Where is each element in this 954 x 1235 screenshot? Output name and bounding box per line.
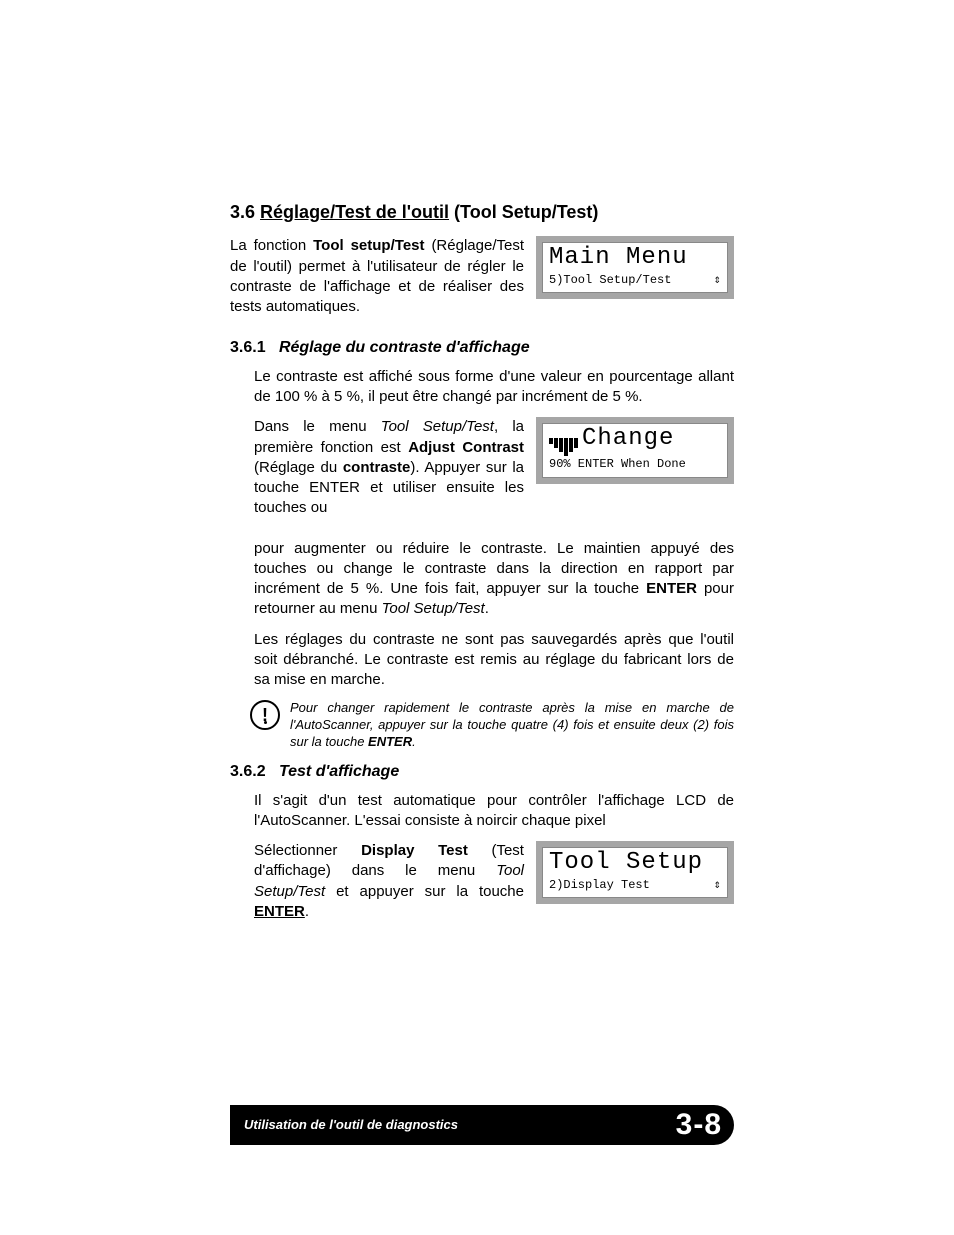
note-t2: . <box>412 734 416 749</box>
s1-p2a: Dans le menu <box>254 418 381 435</box>
heading-underlined: Réglage/Test de l'outil <box>260 202 449 222</box>
s2-p2-b2: ENTER <box>254 903 305 920</box>
lcd3-line2-row: 2)Display Test ⇕ <box>549 877 721 893</box>
s1-p3c: . <box>485 600 489 617</box>
s1-p2-i1: Tool Setup/Test <box>381 418 494 435</box>
footer-page: 3-8 <box>676 1105 722 1146</box>
s1-p3: pour augmenter ou réduire le contraste. … <box>230 539 734 620</box>
footer-label: Utilisation de l'outil de diagnostics <box>244 1116 458 1134</box>
heading-number: 3.6 <box>230 202 255 222</box>
s2-p1: Il s'agit d'un test automatique pour con… <box>230 791 734 832</box>
intro-row: La fonction Tool setup/Test (Réglage/Tes… <box>230 236 734 327</box>
subheading2-title: Test d'affichage <box>279 763 399 780</box>
note-b1: ENTER <box>368 734 412 749</box>
s1-row2: Dans le menu Tool Setup/Test, la premièr… <box>230 417 734 528</box>
lcd2-line1: Change <box>582 425 674 452</box>
subheading-362: 3.6.2 Test d'affichage <box>230 761 734 783</box>
lcd2-line2: 90% ENTER When Done <box>549 456 686 472</box>
subheading-361: 3.6.1 Réglage du contraste d'affichage <box>230 337 734 359</box>
lcd3-line1: Tool Setup <box>549 850 721 876</box>
s2-row2: Sélectionner Display Test (Test d'affich… <box>230 841 734 932</box>
section-heading: 3.6 Réglage/Test de l'outil (Tool Setup/… <box>230 200 734 224</box>
s1-p2: Dans le menu Tool Setup/Test, la premièr… <box>254 417 524 518</box>
subheading-title: Réglage du contraste d'affichage <box>279 339 530 356</box>
subheading-num: 3.6.1 <box>230 339 266 356</box>
scroll-icon: ⇕ <box>714 274 721 286</box>
lcd-tool-setup: Tool Setup 2)Display Test ⇕ <box>536 841 734 904</box>
intro-bold: Tool setup/Test <box>313 237 424 254</box>
lcd2-inner: Change 90% ENTER When Done <box>542 423 728 477</box>
alert-icon: ! <box>250 700 280 730</box>
s1-p1: Le contraste est affiché sous forme d'un… <box>230 367 734 408</box>
subheading2-num: 3.6.2 <box>230 763 266 780</box>
intro-prefix: La fonction <box>230 237 313 254</box>
contrast-bars-icon <box>549 438 578 456</box>
s1-p2c: (Réglage du <box>254 459 343 476</box>
note-text: Pour changer rapidement le contraste apr… <box>290 700 734 751</box>
lcd-change: Change 90% ENTER When Done <box>536 417 734 483</box>
s2-p2d: . <box>305 903 309 920</box>
s1-p4: Les réglages du contraste ne sont pas sa… <box>230 630 734 691</box>
note-block: ! Pour changer rapidement le contraste a… <box>250 700 734 751</box>
lcd2-line1-row: Change <box>549 426 721 456</box>
lcd3-inner: Tool Setup 2)Display Test ⇕ <box>542 847 728 898</box>
note-t1: Pour changer rapidement le contraste apr… <box>290 700 734 749</box>
lcd-main-menu: Main Menu 5)Tool Setup/Test ⇕ <box>536 236 734 299</box>
page-footer: Utilisation de l'outil de diagnostics 3-… <box>230 1105 734 1145</box>
lcd2-line2-row: 90% ENTER When Done <box>549 456 721 472</box>
s2-p2-b1: Display Test <box>361 842 468 859</box>
s1-p2-b1: Adjust Contrast <box>408 439 524 456</box>
s2-p2c: et appuyer sur la touche <box>325 883 524 900</box>
s1-p3-b1: ENTER <box>646 580 697 597</box>
lcd3-line2: 2)Display Test <box>549 877 650 893</box>
heading-suffix: (Tool Setup/Test) <box>454 202 598 222</box>
scroll-icon: ⇕ <box>714 879 721 891</box>
lcd-inner: Main Menu 5)Tool Setup/Test ⇕ <box>542 242 728 293</box>
lcd1-line2-row: 5)Tool Setup/Test ⇕ <box>549 272 721 288</box>
s2-p2: Sélectionner Display Test (Test d'affich… <box>254 841 524 922</box>
s1-p2-b2: contraste <box>343 459 411 476</box>
lcd1-line1: Main Menu <box>549 245 721 271</box>
s1-p3-i1: Tool Setup/Test <box>382 600 485 617</box>
intro-text: La fonction Tool setup/Test (Réglage/Tes… <box>230 236 524 317</box>
s2-p2a: Sélectionner <box>254 842 361 859</box>
lcd1-line2: 5)Tool Setup/Test <box>549 272 671 288</box>
